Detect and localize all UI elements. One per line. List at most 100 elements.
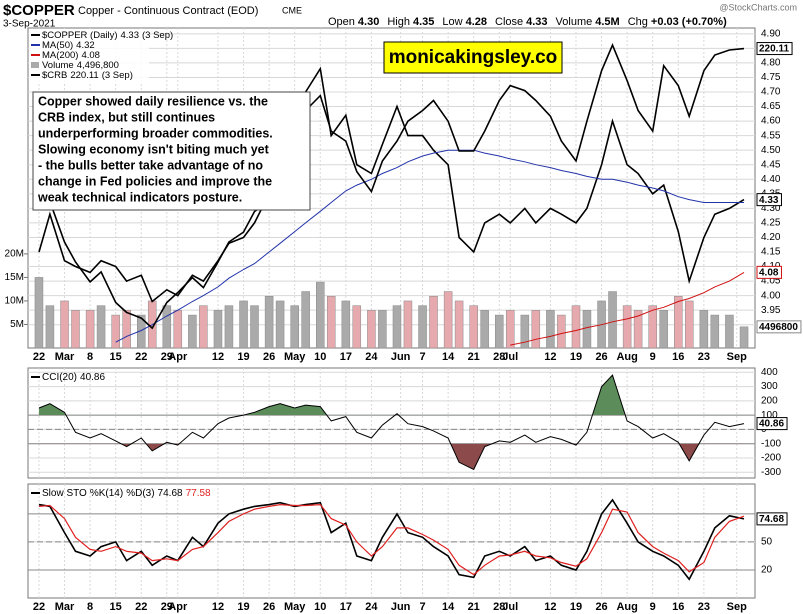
volume-bar <box>122 310 131 349</box>
quote-label: Low <box>442 16 462 28</box>
y-tick-label: 4.55 <box>761 130 781 141</box>
x-tick-label: 12 <box>544 601 556 613</box>
value-box-label: 220.11 <box>759 44 789 55</box>
y2-tick-label: 20M <box>5 249 24 260</box>
watermark: monicakingsley.co <box>389 47 558 68</box>
x-tick-label: 12 <box>212 601 224 613</box>
legend-entry: MA(200) 4.08 <box>42 50 100 61</box>
y-tick-label: 4.70 <box>761 87 781 98</box>
y-tick-label: 4.75 <box>761 72 781 83</box>
x-tick-label: 15 <box>110 351 122 363</box>
legend-value: 4.33 <box>121 30 140 41</box>
volume-bar <box>378 310 387 349</box>
x-tick-label: 7 <box>419 601 425 613</box>
y-tick-label: 3.95 <box>761 305 781 316</box>
legend-name: %K(14) <box>90 488 123 499</box>
volume-bar <box>674 295 683 349</box>
legend-value: 4.08 <box>81 50 100 61</box>
volume-bar <box>739 326 749 349</box>
x-tick-label: Jul <box>502 351 518 363</box>
legend-value: 77.58 <box>186 488 211 499</box>
volume-bar <box>224 305 234 349</box>
volume-bar <box>725 314 734 349</box>
symbol: $COPPER <box>3 2 75 19</box>
x-tick-label: 10 <box>314 351 326 363</box>
x-tick-label: 15 <box>110 601 122 613</box>
y-tick-label: 4.80 <box>761 58 781 69</box>
x-tick-label: 7 <box>419 351 425 363</box>
x-tick-label: 22 <box>135 351 147 363</box>
y2-tick-label: 15M <box>5 272 24 283</box>
x-tick-label: 23 <box>698 601 710 613</box>
volume-bar <box>301 291 310 349</box>
volume-bar <box>264 295 274 349</box>
volume-bar <box>188 314 197 349</box>
volume-bar <box>45 305 55 349</box>
value-box-label: 40.86 <box>759 419 784 430</box>
volume-bar <box>290 305 299 349</box>
y-tick-label: 400 <box>761 367 778 378</box>
legend-entry: CCI(20) 40.86 <box>42 372 105 383</box>
series-line <box>38 66 745 303</box>
x-tick-label: Mar <box>55 351 75 363</box>
legend-date: (3 Sep) <box>102 70 133 81</box>
volume-bar <box>60 300 69 349</box>
y-tick-label: -200 <box>761 453 781 464</box>
x-tick-label: 19 <box>570 351 582 363</box>
volume-bar <box>622 305 632 349</box>
value-box-frame <box>756 42 793 56</box>
volume-bar <box>418 305 427 349</box>
x-tick-label: 14 <box>442 601 455 613</box>
quote-label: Open <box>328 16 355 28</box>
x-tick-label: Jun <box>391 601 411 613</box>
legend-bg <box>29 29 149 83</box>
volume-bar <box>648 305 657 349</box>
y-tick-label: -100 <box>761 438 781 449</box>
value-box-label: 4.08 <box>759 268 779 279</box>
volume-bar <box>275 300 285 349</box>
volume-bar <box>403 300 413 349</box>
volume-bar <box>454 300 464 349</box>
x-tick-label: 9 <box>650 351 656 363</box>
quote: Open 4.30 High 4.35 Low 4.28 Close 4.33 Volume 4.… <box>328 16 727 28</box>
value-box-frame <box>756 193 782 207</box>
y-tick-label: 20 <box>761 565 773 576</box>
x-tick-label: Sep <box>727 601 747 613</box>
volume-bar <box>505 310 515 349</box>
volume-bar <box>173 310 183 349</box>
legend-entry: Slow STO %K(14) %D(3) 74.68 77.58 <box>42 488 211 499</box>
volume-bar <box>341 300 351 349</box>
legend-name: MA(50) <box>42 40 73 51</box>
x-tick-label: 22 <box>33 351 45 363</box>
x-tick-label: Mar <box>55 601 75 613</box>
volume-bar <box>684 300 694 349</box>
series-line <box>38 374 745 471</box>
legend-name: CCI(20) <box>42 372 77 383</box>
volume-bar <box>213 310 223 349</box>
volume-bar <box>633 310 643 349</box>
y2-tick-label: 5M <box>10 319 24 330</box>
x-tick-label: 28 <box>493 601 505 613</box>
x-tick-label: 29 <box>161 601 173 613</box>
volume-bar <box>495 314 504 349</box>
volume-bar <box>316 281 325 349</box>
volume-bar <box>250 305 259 349</box>
volume-bar <box>699 310 709 349</box>
volume-bar <box>659 310 668 349</box>
x-tick-label: 22 <box>33 601 45 613</box>
volume-bar <box>443 291 453 349</box>
legend-name: $COPPER (Daily) <box>42 30 118 41</box>
annotation-line: CRB index, but still continues <box>38 110 215 124</box>
volume-bar <box>582 310 592 349</box>
series-line <box>510 271 745 346</box>
value-box: 74.68 <box>756 512 788 526</box>
quote-value: 4.5M <box>595 16 619 28</box>
x-tick-label: 28 <box>493 351 505 363</box>
y-tick-label: 4.45 <box>761 159 781 170</box>
quote-label: Close <box>495 16 523 28</box>
volume-bar <box>520 314 530 349</box>
y-tick-label: 4.15 <box>761 247 781 258</box>
series-line <box>115 149 744 343</box>
x-tick-label: 17 <box>340 351 352 363</box>
x-tick-label: 16 <box>672 601 684 613</box>
